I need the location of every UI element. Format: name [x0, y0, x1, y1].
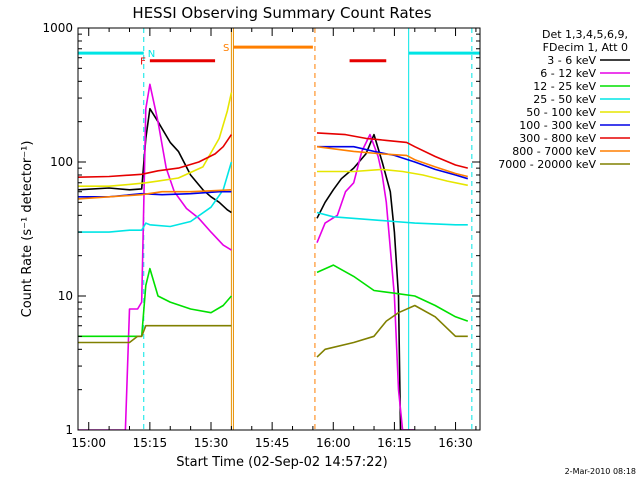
axes: 1 10 100 1000 15:00 15:15 15:30 15:45 16:00 16:15… — [42, 21, 480, 450]
legend: Det 1,3,4,5,6,9, FDecim 1, Att 0 3 - 6 k… — [498, 28, 630, 171]
series-line-6-segment-1 — [316, 132, 468, 169]
SAA-label: S — [223, 43, 229, 54]
plot-clip-group — [78, 28, 480, 430]
series-line-4-segment-0 — [78, 92, 233, 187]
y-tick-label-1: 10 — [58, 289, 73, 303]
y-tick-label-2: 100 — [50, 155, 73, 169]
y-tick-label-0: 1 — [65, 423, 73, 437]
night-label: N — [148, 49, 155, 60]
chart-title: HESSI Observing Summary Count Rates — [132, 4, 431, 22]
series-line-6-segment-0 — [78, 134, 233, 178]
series-line-8-segment-1 — [316, 304, 468, 358]
series-line-1-segment-1 — [316, 133, 415, 430]
x-axis-label: Start Time (02-Sep-02 14:57:22) — [176, 455, 387, 470]
series-line-3-segment-1 — [316, 211, 468, 226]
footer-date: 2-Mar-2010 08:18 — [565, 467, 636, 476]
x-tick-label-6: 16:30 — [438, 436, 473, 450]
series-line-8-segment-0 — [78, 324, 232, 344]
series-line-3-segment-0 — [78, 161, 233, 233]
x-tick-label-3: 15:45 — [255, 436, 290, 450]
legend-label-2: 12 - 25 keV — [533, 80, 596, 93]
series-line-7-segment-1 — [316, 145, 468, 178]
x-tick-label-1: 15:15 — [133, 436, 168, 450]
legend-label-5: 100 - 300 keV — [519, 119, 596, 132]
series-line-5-segment-1 — [317, 145, 469, 180]
plot-area: NF S — [78, 28, 480, 430]
legend-label-3: 25 - 50 keV — [533, 93, 596, 106]
legend-label-6: 300 - 800 keV — [519, 132, 596, 145]
series-line-7-segment-0 — [78, 189, 232, 200]
y-axis-label: Count Rate (s⁻¹ detector⁻¹) — [20, 141, 35, 318]
legend-label-0: 3 - 6 keV — [547, 54, 596, 67]
x-tick-label-5: 16:15 — [377, 436, 412, 450]
legend-label-8: 7000 - 20000 keV — [498, 158, 596, 171]
series-line-4-segment-1 — [317, 168, 468, 187]
x-tick-label-0: 15:00 — [71, 436, 106, 450]
x-tick-label-4: 16:00 — [316, 436, 351, 450]
plot-frame — [77, 27, 481, 431]
flare-label: F — [140, 57, 146, 68]
series-line-0-segment-1 — [316, 133, 415, 430]
series-line-1-segment-0 — [78, 83, 232, 430]
legend-label-4: 50 - 100 keV — [526, 106, 596, 119]
legend-header-line-1: Det 1,3,4,5,6,9, — [542, 28, 628, 41]
series-line-2-segment-0 — [78, 267, 233, 338]
legend-label-1: 6 - 12 keV — [540, 67, 596, 80]
x-tick-label-2: 15:30 — [194, 436, 229, 450]
legend-header-line-2: FDecim 1, Att 0 — [543, 41, 628, 54]
y-tick-label-3: 1000 — [42, 21, 73, 35]
series-line-2-segment-1 — [316, 264, 469, 322]
legend-label-7: 800 - 7000 keV — [512, 145, 596, 158]
